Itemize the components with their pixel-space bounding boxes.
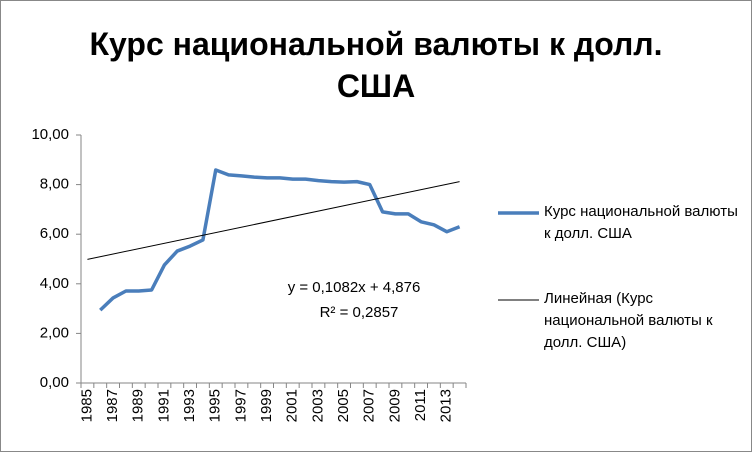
x-tick-label: 2003 — [309, 389, 326, 422]
x-tick-label: 2009 — [386, 389, 403, 422]
y-tick-label: 6,00 — [40, 225, 69, 242]
x-tick-label: 1993 — [181, 389, 198, 422]
x-tick-label: 1989 — [130, 389, 147, 422]
y-tick-label: 0,00 — [40, 374, 69, 391]
y-tick-label: 10,00 — [31, 126, 69, 143]
trend-equation: y = 0,1082x + 4,876 — [288, 279, 421, 296]
y-tick-label: 8,00 — [40, 176, 69, 193]
x-tick-label: 1999 — [258, 389, 275, 422]
x-tick-label: 2011 — [412, 389, 429, 421]
y-tick-label: 2,00 — [40, 324, 69, 341]
legend-label: Линейная (Курс национальной валюты к дол… — [544, 290, 713, 351]
x-tick-label: 1997 — [232, 389, 249, 422]
x-tick-label: 1995 — [207, 389, 224, 422]
x-tick-label: 2005 — [335, 389, 352, 422]
x-tick-label: 1991 — [155, 389, 172, 422]
trend-r2: R² = 0,2857 — [320, 304, 399, 321]
legend-label: Курс национальной валюты к долл. США — [544, 203, 738, 242]
x-tick-label: 2001 — [284, 389, 301, 422]
y-tick-label: 4,00 — [40, 275, 69, 292]
data-line — [99, 168, 461, 312]
x-tick-label: 1985 — [78, 389, 95, 422]
x-tick-label: 2007 — [361, 389, 378, 422]
x-tick-label: 1987 — [104, 389, 121, 422]
chart-title: Курс национальной валюты к долл. США — [89, 26, 663, 104]
x-tick-label: 2013 — [438, 389, 455, 422]
trend-line — [87, 181, 460, 260]
